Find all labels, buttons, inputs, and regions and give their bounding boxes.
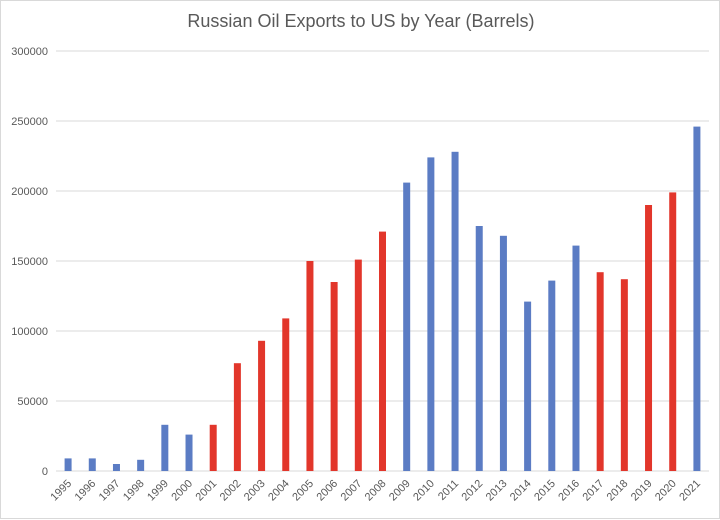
x-tick-label: 2020 [653,478,679,504]
bar-1999 [161,424,169,471]
bar-2000 [185,434,193,471]
bar-1996 [88,458,96,471]
y-tick-label: 0 [42,466,48,478]
bar-2011 [451,151,459,472]
x-tick-label: 1998 [121,478,147,504]
bar-2018 [620,279,628,471]
y-tick-label: 200000 [11,186,48,198]
x-tick-label: 2005 [290,478,316,504]
bar-1995 [64,458,72,471]
bar-2002 [233,363,241,471]
bar-2013 [499,235,507,471]
bar-2014 [524,301,532,471]
y-tick-label: 250000 [11,116,48,128]
bar-2001 [209,424,217,471]
x-tick-label: 2010 [411,478,437,504]
x-tick-label: 1995 [48,478,74,504]
x-tick-label: 2000 [169,478,195,504]
x-tick-label: 2021 [677,478,703,504]
bar-2020 [669,192,677,471]
bar-2008 [379,231,386,471]
bar-2017 [596,272,604,471]
bar-2016 [572,245,580,471]
bars [64,126,701,472]
x-tick-label: 1997 [97,478,123,504]
bar-2015 [548,280,556,471]
bar-2012 [475,226,483,471]
bar-2019 [645,205,653,471]
x-tick-label: 2007 [339,478,365,504]
y-axis-ticks: 0 50000 100000 150000 200000 250000 300000 [11,46,48,478]
x-axis-ticks: 1995199619971998199920002001200220032004… [48,478,703,504]
y-tick-label: 300000 [11,46,48,58]
bar-1998 [137,459,145,471]
x-tick-label: 2017 [580,478,606,504]
bar-2005 [306,261,314,471]
x-tick-label: 1999 [145,478,171,504]
bar-2010 [427,157,435,471]
bar-2009 [403,182,411,471]
x-tick-label: 2016 [556,478,582,504]
bar-2003 [258,340,266,471]
x-tick-label: 2003 [242,478,268,504]
x-tick-label: 2015 [532,478,558,504]
x-tick-label: 2011 [436,478,461,503]
x-tick-label: 2014 [508,478,534,504]
x-tick-label: 1996 [73,478,99,504]
x-tick-label: 2001 [194,478,220,504]
bar-2007 [354,259,362,471]
y-tick-label: 50000 [17,396,48,408]
x-tick-label: 2006 [314,478,340,504]
bar-2006 [330,282,338,471]
x-tick-label: 2013 [484,478,510,504]
x-tick-label: 2002 [218,478,244,504]
bar-1997 [112,464,120,471]
x-tick-label: 2009 [387,478,413,504]
x-tick-label: 2004 [266,478,292,504]
x-tick-label: 2012 [460,478,486,504]
x-tick-label: 2018 [605,478,631,504]
bar-2021 [693,126,701,471]
x-tick-label: 2019 [629,478,655,504]
y-tick-label: 150000 [11,256,48,268]
y-tick-label: 100000 [11,326,48,338]
bar-2004 [282,318,290,471]
chart-title: Russian Oil Exports to US by Year (Barre… [187,11,535,31]
x-tick-label: 2008 [363,478,389,504]
